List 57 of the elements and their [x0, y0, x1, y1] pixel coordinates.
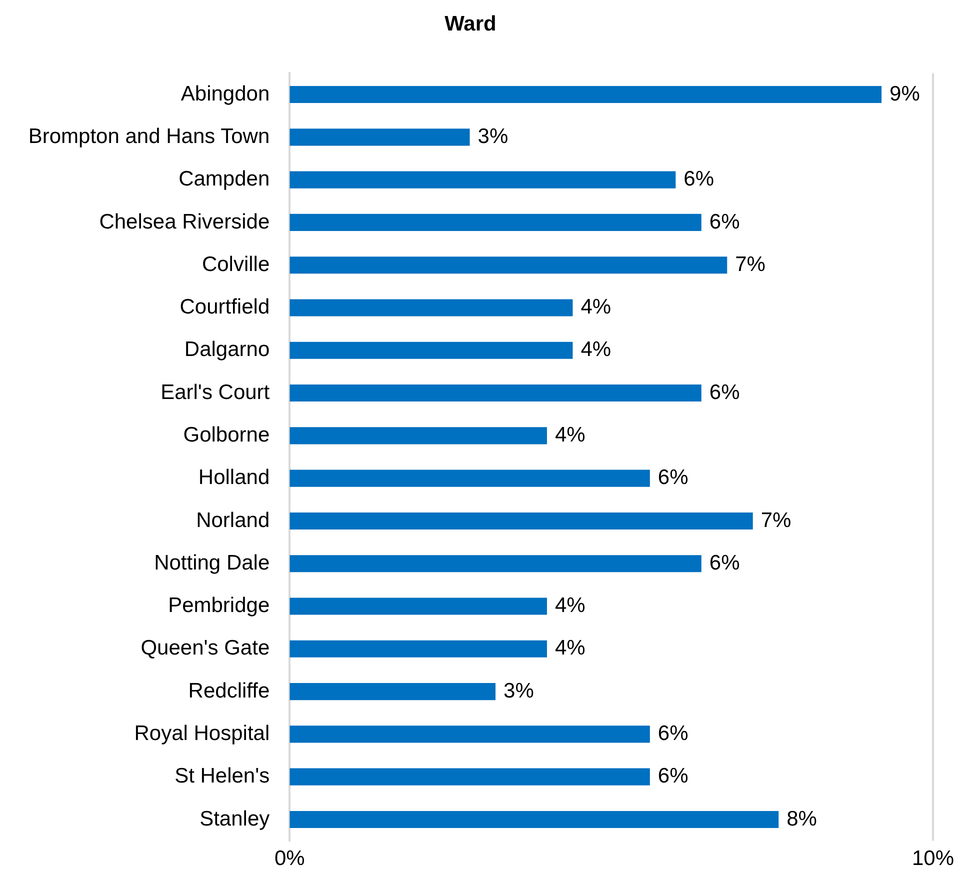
y-tick-label: Abingdon	[180, 82, 270, 106]
data-label: 6%	[709, 551, 740, 574]
bar	[290, 810, 779, 828]
data-label: 6%	[658, 466, 688, 490]
data-label: 6%	[658, 722, 688, 745]
bar	[290, 86, 882, 104]
data-label: 6%	[658, 764, 688, 788]
bar	[290, 768, 650, 786]
data-label: 6%	[709, 380, 740, 404]
y-tick-label: Norland	[196, 508, 270, 532]
data-label: 3%	[478, 124, 508, 148]
bar	[290, 640, 547, 658]
bar	[290, 683, 496, 700]
data-label: 7%	[735, 252, 766, 276]
bar	[290, 214, 702, 231]
x-tick-label: 10%	[912, 847, 954, 870]
bar	[290, 384, 702, 402]
bar	[290, 470, 650, 487]
bar	[290, 726, 650, 743]
data-label: 4%	[580, 296, 612, 319]
y-tick-label: Colville	[202, 252, 270, 276]
data-label: 3%	[504, 679, 534, 702]
bar	[290, 512, 753, 530]
y-tick-label: Notting Dale	[154, 551, 270, 574]
y-tick-label: Golborne	[183, 423, 270, 446]
y-tick-label: Dalgarno	[184, 338, 270, 362]
bar	[290, 342, 573, 359]
y-tick-label: Holland	[198, 466, 270, 490]
y-tick-label: St Helen's	[174, 764, 270, 788]
data-label: 6%	[709, 210, 740, 234]
bar	[290, 299, 573, 316]
y-tick-label: Chelsea Riverside	[99, 210, 270, 234]
data-label: 4%	[580, 338, 612, 362]
y-tick-label: Royal Hospital	[134, 722, 270, 745]
y-tick-label: Earl's Court	[160, 380, 270, 404]
chart-title: Ward	[444, 12, 496, 36]
y-tick-label: Courtfield	[180, 296, 270, 319]
y-tick-label: Redcliffe	[188, 679, 270, 702]
data-label: 4%	[554, 636, 586, 660]
data-label: 9%	[890, 82, 920, 106]
data-label: 8%	[786, 807, 817, 830]
bar	[290, 171, 676, 188]
data-label: 6%	[684, 168, 714, 191]
bar	[290, 256, 728, 274]
bar	[290, 427, 547, 444]
x-tick-label: 0%	[274, 847, 305, 870]
y-tick-label: Campden	[178, 168, 270, 191]
data-label: 7%	[760, 508, 792, 532]
y-tick-label: Brompton and Hans Town	[28, 124, 270, 148]
data-label: 4%	[554, 423, 586, 446]
y-tick-label: Stanley	[200, 807, 270, 830]
bar	[290, 598, 547, 615]
bar	[290, 128, 470, 146]
y-tick-label: Queen's Gate	[140, 636, 270, 660]
data-label: 4%	[554, 594, 586, 618]
y-tick-label: Pembridge	[168, 594, 270, 618]
bar	[290, 555, 702, 572]
